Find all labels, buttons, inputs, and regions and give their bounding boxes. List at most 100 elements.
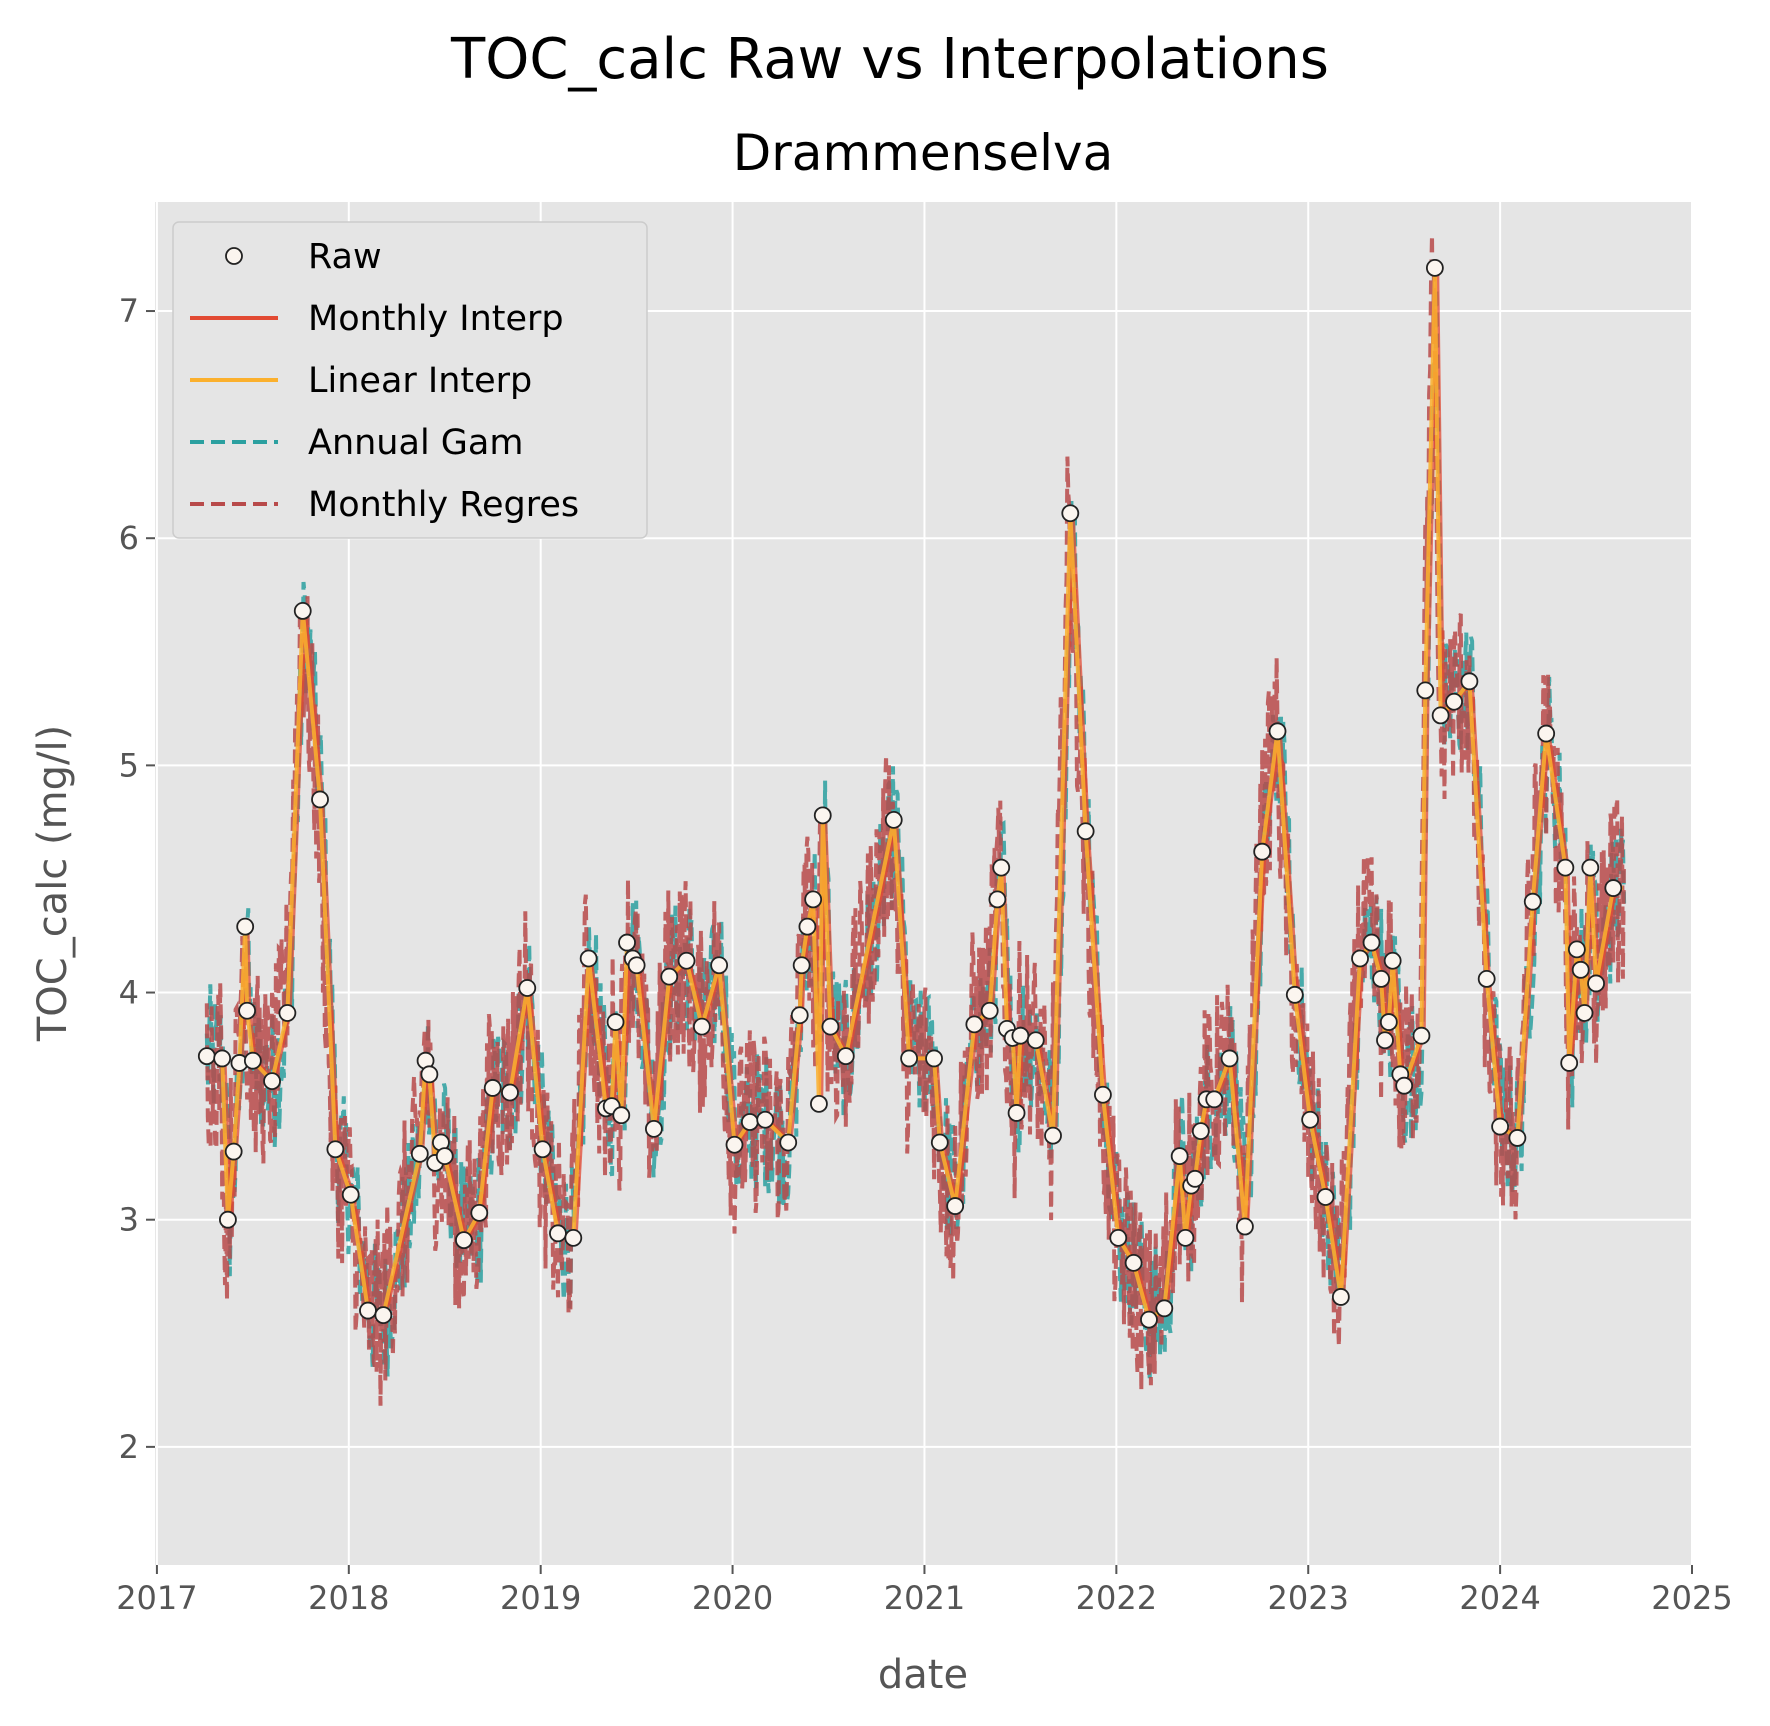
raw-point <box>804 890 823 909</box>
raw-point <box>925 1049 943 1068</box>
raw-point <box>810 1094 828 1113</box>
legend-item: Annual Gam <box>190 423 523 463</box>
raw-point <box>1537 724 1556 743</box>
raw-point <box>1301 1110 1320 1129</box>
raw-point <box>710 956 729 975</box>
raw-point <box>1011 1026 1030 1045</box>
x-tick-label: 2025 <box>1651 1579 1732 1617</box>
y-tick-label: 7 <box>119 292 139 330</box>
raw-point <box>1477 970 1496 988</box>
raw-point <box>992 858 1011 877</box>
raw-point <box>293 602 312 620</box>
raw-point <box>359 1301 377 1320</box>
raw-point <box>219 1210 237 1229</box>
raw-point <box>1094 1085 1112 1104</box>
x-tick-label: 2024 <box>1459 1579 1540 1617</box>
raw-point <box>790 1006 809 1025</box>
raw-point <box>533 1140 552 1159</box>
raw-point <box>224 1142 243 1161</box>
y-tick-label: 4 <box>119 974 139 1012</box>
raw-point <box>1191 1122 1210 1141</box>
raw-point <box>813 806 832 825</box>
raw-point <box>1412 1026 1431 1045</box>
raw-point <box>1044 1126 1062 1145</box>
y-tick-label: 5 <box>119 746 139 784</box>
raw-point <box>606 1013 625 1031</box>
raw-point <box>821 1017 840 1036</box>
x-tick-label: 2023 <box>1268 1579 1349 1617</box>
raw-point <box>660 967 679 986</box>
raw-point <box>1155 1299 1174 1318</box>
raw-point <box>579 949 598 968</box>
raw-point <box>1372 970 1391 988</box>
raw-point <box>980 1001 999 1020</box>
y-tick-label: 6 <box>119 519 139 557</box>
legend-item: Monthly Regres <box>190 485 579 525</box>
raw-point <box>779 1133 798 1152</box>
raw-point <box>1581 858 1600 877</box>
raw-point <box>1362 933 1381 952</box>
x-tick-label: 2021 <box>884 1579 965 1617</box>
y-tick-label: 3 <box>119 1201 139 1239</box>
raw-point <box>1316 1188 1335 1206</box>
raw-point <box>1567 940 1586 959</box>
raw-point <box>1253 842 1272 861</box>
raw-point <box>946 1197 965 1215</box>
raw-point <box>1556 858 1575 877</box>
raw-point <box>1124 1253 1143 1272</box>
raw-point <box>1268 722 1287 741</box>
raw-point <box>1571 960 1590 979</box>
raw-point <box>1176 1228 1195 1247</box>
raw-markers <box>197 258 1623 1329</box>
raw-point <box>311 790 329 809</box>
legend-label: Annual Gam <box>308 423 523 463</box>
raw-point <box>1395 1076 1414 1095</box>
x-tick-label: 2022 <box>1076 1579 1157 1617</box>
raw-point <box>1220 1049 1239 1068</box>
raw-point <box>1236 1217 1254 1236</box>
raw-point <box>1205 1090 1224 1109</box>
raw-point <box>470 1203 489 1222</box>
raw-point <box>677 951 696 970</box>
raw-point <box>836 1047 855 1066</box>
raw-point <box>549 1224 567 1243</box>
raw-point <box>1431 706 1450 725</box>
raw-point <box>740 1113 759 1131</box>
raw-point <box>564 1228 583 1247</box>
legend-item: Monthly Interp <box>190 299 564 339</box>
x-tick-label: 2018 <box>308 1579 389 1617</box>
raw-point <box>792 956 811 975</box>
raw-point <box>1560 1054 1579 1072</box>
raw-point <box>1587 974 1605 993</box>
raw-point <box>965 1015 984 1034</box>
raw-point <box>988 890 1007 909</box>
raw-point <box>692 1017 711 1036</box>
raw-point <box>1351 949 1369 968</box>
raw-point <box>1331 1288 1350 1306</box>
x-tick-label: 2019 <box>500 1579 581 1617</box>
raw-point <box>1170 1147 1189 1165</box>
raw-point <box>1007 1104 1026 1122</box>
y-ticks: 2 3 4 5 6 7 <box>119 292 155 1466</box>
x-tick-label: 2020 <box>692 1579 773 1617</box>
raw-point <box>213 1049 232 1068</box>
raw-point <box>1285 985 1304 1004</box>
raw-point <box>236 917 255 936</box>
raw-point <box>645 1119 663 1138</box>
raw-point <box>420 1065 439 1084</box>
legend-label: Raw <box>308 237 382 277</box>
raw-point <box>1076 822 1095 841</box>
y-axis-label: TOC_calc (mg/l) <box>30 725 76 1042</box>
legend-label: Linear Interp <box>308 361 532 401</box>
legend-label: Monthly Regres <box>308 485 579 525</box>
raw-point <box>483 1079 502 1097</box>
raw-point <box>501 1083 519 1102</box>
x-axis-label: date <box>878 1652 968 1698</box>
raw-point <box>243 1051 262 1070</box>
raw-point <box>1425 258 1444 277</box>
x-tick-label: 2017 <box>116 1579 197 1617</box>
raw-point <box>930 1133 949 1152</box>
raw-point <box>1604 879 1623 897</box>
raw-point <box>410 1144 429 1163</box>
